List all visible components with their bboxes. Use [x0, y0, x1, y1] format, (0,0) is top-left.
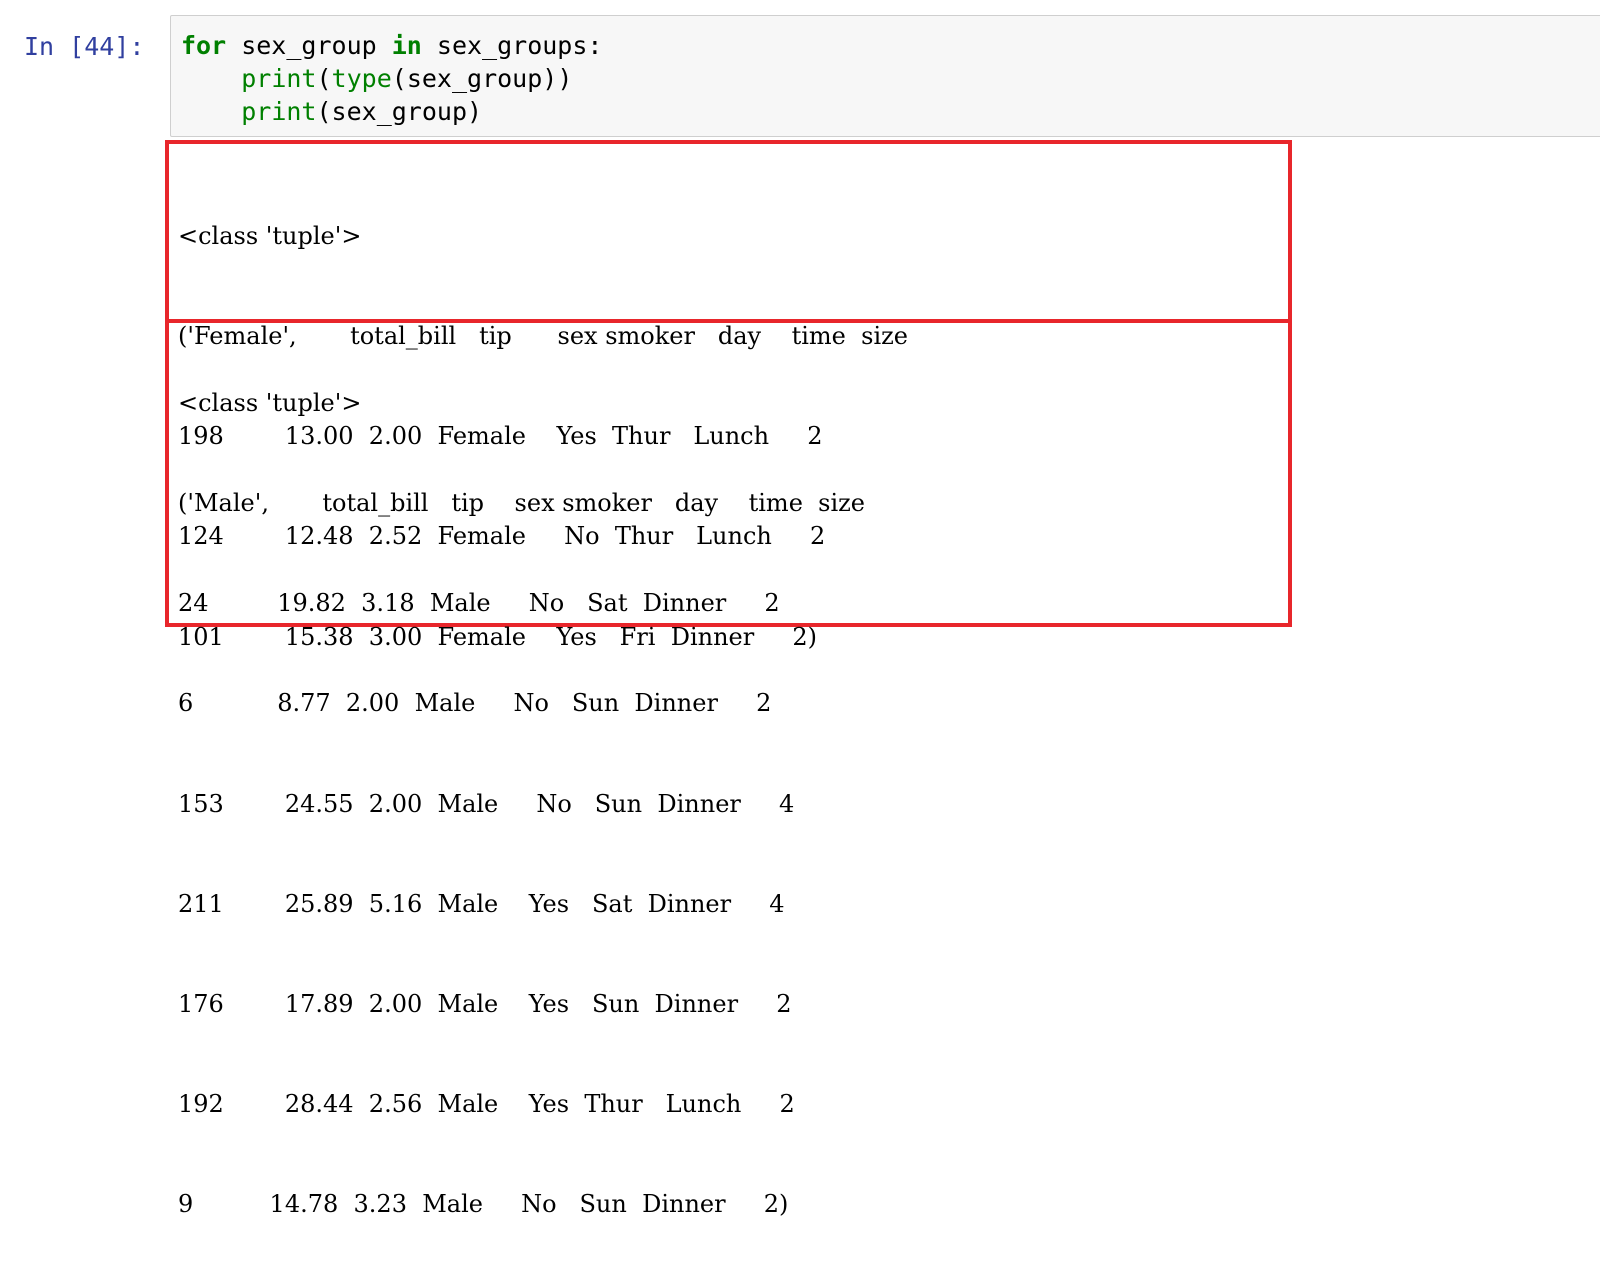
output-line-row: 192 28.44 2.56 Male Yes Thur Lunch 2	[178, 1090, 795, 1119]
input-prompt: In [44]:	[24, 32, 145, 61]
male-group-output: <class 'tuple'> ('Male', total_bill tip …	[178, 320, 865, 1280]
code-line-3: print(sex_group)	[181, 97, 482, 126]
code-token: (	[316, 64, 332, 93]
output-line-class: <class 'tuple'>	[178, 221, 362, 250]
code-indent	[181, 97, 241, 126]
code-block: for sex_group in sex_groups: print(type(…	[181, 29, 602, 128]
code-indent	[181, 64, 241, 93]
builtin-print: print	[241, 97, 317, 126]
output-line-row: 9 14.78 3.23 Male No Sun Dinner 2)	[178, 1190, 789, 1219]
builtin-type: type	[331, 64, 392, 93]
output-line-header: ('Male', total_bill tip sex smoker day t…	[178, 489, 865, 518]
keyword-for: for	[181, 31, 227, 60]
output-line-row: 124 12.48 2.52 Female No Thur Lunch 2	[178, 522, 826, 551]
output-line-row: 198 13.00 2.00 Female Yes Thur Lunch 2	[178, 422, 823, 451]
code-token: sex_groups:	[421, 31, 603, 60]
code-token: (sex_group))	[391, 64, 573, 93]
output-line-row: 153 24.55 2.00 Male No Sun Dinner 4	[178, 789, 795, 818]
female-group-output: <class 'tuple'> ('Female', total_bill ti…	[178, 153, 908, 721]
code-line-1: for sex_group in sex_groups:	[181, 31, 602, 60]
male-group-highlight	[165, 319, 1292, 627]
output-line-class: <class 'tuple'>	[178, 388, 362, 417]
code-line-2: print(type(sex_group))	[181, 64, 572, 93]
output-line-row: 176 17.89 2.00 Male Yes Sun Dinner 2	[178, 990, 792, 1019]
keyword-in: in	[391, 31, 422, 60]
code-input-area[interactable]: for sex_group in sex_groups: print(type(…	[170, 15, 1600, 137]
builtin-print: print	[241, 64, 317, 93]
output-line-header: ('Female', total_bill tip sex smoker day…	[178, 322, 908, 351]
code-token: sex_group	[226, 31, 392, 60]
output-line-row: 24 19.82 3.18 Male No Sat Dinner 2	[178, 589, 780, 618]
output-line-row: 211 25.89 5.16 Male Yes Sat Dinner 4	[178, 889, 785, 918]
output-line-row: 6 8.77 2.00 Male No Sun Dinner 2	[178, 689, 772, 718]
code-token: (sex_group)	[316, 97, 483, 126]
